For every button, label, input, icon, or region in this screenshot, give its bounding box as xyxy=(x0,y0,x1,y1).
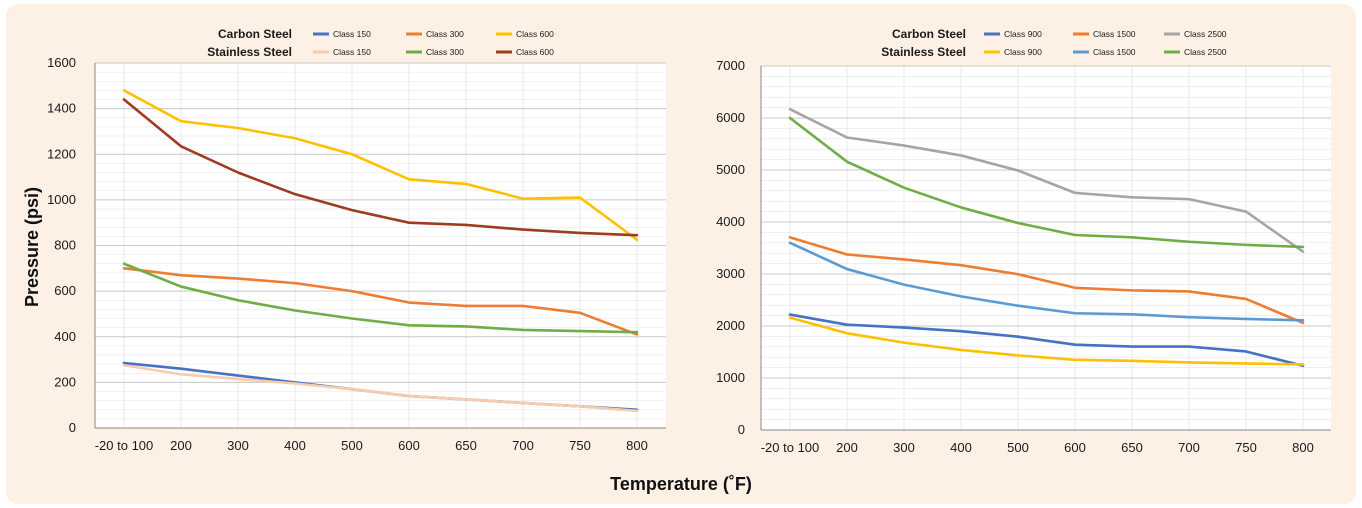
y-tick-label: 400 xyxy=(54,329,76,344)
y-tick-label: 0 xyxy=(69,420,76,435)
y-tick-label: 1200 xyxy=(47,146,76,161)
x-axis-title: Temperature (˚F) xyxy=(610,474,752,494)
x-tick-label: 300 xyxy=(227,438,249,453)
x-tick-label: 700 xyxy=(512,438,534,453)
legend-group-label: Stainless Steel xyxy=(881,45,966,59)
legend-label-cs900: Class 900 xyxy=(1004,29,1042,39)
x-tick-label: 600 xyxy=(398,438,420,453)
x-tick-label: 500 xyxy=(341,438,363,453)
x-tick-label: 800 xyxy=(626,438,648,453)
y-tick-label: 800 xyxy=(54,238,76,253)
plot-area xyxy=(761,66,1331,430)
series-line-ss300 xyxy=(122,262,639,334)
x-tick-label: 300 xyxy=(893,440,915,455)
x-tick-label: 650 xyxy=(1121,440,1143,455)
y-tick-label: 600 xyxy=(54,283,76,298)
chart-2: 0 1000 2000 3000 4000 5000 6000 7000 -20 to 100 2… xyxy=(716,27,1331,455)
legend-label-ss900: Class 900 xyxy=(1004,47,1042,57)
legend-label-ss300: Class 300 xyxy=(426,47,464,57)
series-line-ss1500 xyxy=(788,241,1305,322)
x-tick-label: 750 xyxy=(569,438,591,453)
legend-group-label: Carbon Steel xyxy=(218,27,292,41)
y-tick-label: 7000 xyxy=(716,58,745,73)
y-tick-label: 5000 xyxy=(716,162,745,177)
chart-1: 0 200 400 600 800 1000 1200 1400 1600 -20 to 100 2… xyxy=(47,27,666,453)
x-tick-label: -20 to 100 xyxy=(95,438,154,453)
series-line-cs900 xyxy=(788,313,1305,368)
x-tick-label: -20 to 100 xyxy=(761,440,820,455)
legend-group-label: Stainless Steel xyxy=(207,45,292,59)
series-line-cs1500 xyxy=(788,236,1305,325)
x-tick-label: 200 xyxy=(170,438,192,453)
x-tick-label: 400 xyxy=(284,438,306,453)
legend-group-label: Carbon Steel xyxy=(892,27,966,41)
series-line-ss150 xyxy=(122,363,639,413)
y-tick-label: 0 xyxy=(738,422,745,437)
x-tick-label: 200 xyxy=(836,440,858,455)
legend-label-cs2500: Class 2500 xyxy=(1184,29,1227,39)
series-line-ss600 xyxy=(122,98,639,237)
series-line-ss900 xyxy=(788,316,1305,366)
legend-label-ss1500: Class 1500 xyxy=(1093,47,1136,57)
legend-label-ss600: Class 600 xyxy=(516,47,554,57)
legend-label-cs300: Class 300 xyxy=(426,29,464,39)
y-tick-label: 3000 xyxy=(716,266,745,281)
x-tick-label: 750 xyxy=(1235,440,1257,455)
y-tick-label: 200 xyxy=(54,374,76,389)
y-tick-label: 1000 xyxy=(47,192,76,207)
x-tick-label: 800 xyxy=(1292,440,1314,455)
x-tick-label: 400 xyxy=(950,440,972,455)
series-line-ss2500 xyxy=(788,116,1305,249)
y-tick-label: 1600 xyxy=(47,55,76,70)
legend-label-cs600: Class 600 xyxy=(516,29,554,39)
legend-label-ss150: Class 150 xyxy=(333,47,371,57)
y-tick-label: 1000 xyxy=(716,370,745,385)
legend-label-cs1500: Class 1500 xyxy=(1093,29,1136,39)
series-line-cs600 xyxy=(122,89,639,242)
series-line-cs2500 xyxy=(788,107,1305,253)
x-tick-label: 650 xyxy=(455,438,477,453)
y-tick-label: 1400 xyxy=(47,101,76,116)
y-tick-label: 6000 xyxy=(716,110,745,125)
legend-label-cs150: Class 150 xyxy=(333,29,371,39)
x-tick-label: 600 xyxy=(1064,440,1086,455)
legend-label-ss2500: Class 2500 xyxy=(1184,47,1227,57)
x-tick-label: 500 xyxy=(1007,440,1029,455)
y-tick-label: 2000 xyxy=(716,318,745,333)
x-tick-label: 700 xyxy=(1178,440,1200,455)
y-tick-label: 4000 xyxy=(716,214,745,229)
y-axis-title: Pressure (psi) xyxy=(22,187,42,307)
series-line-cs300 xyxy=(122,267,639,336)
